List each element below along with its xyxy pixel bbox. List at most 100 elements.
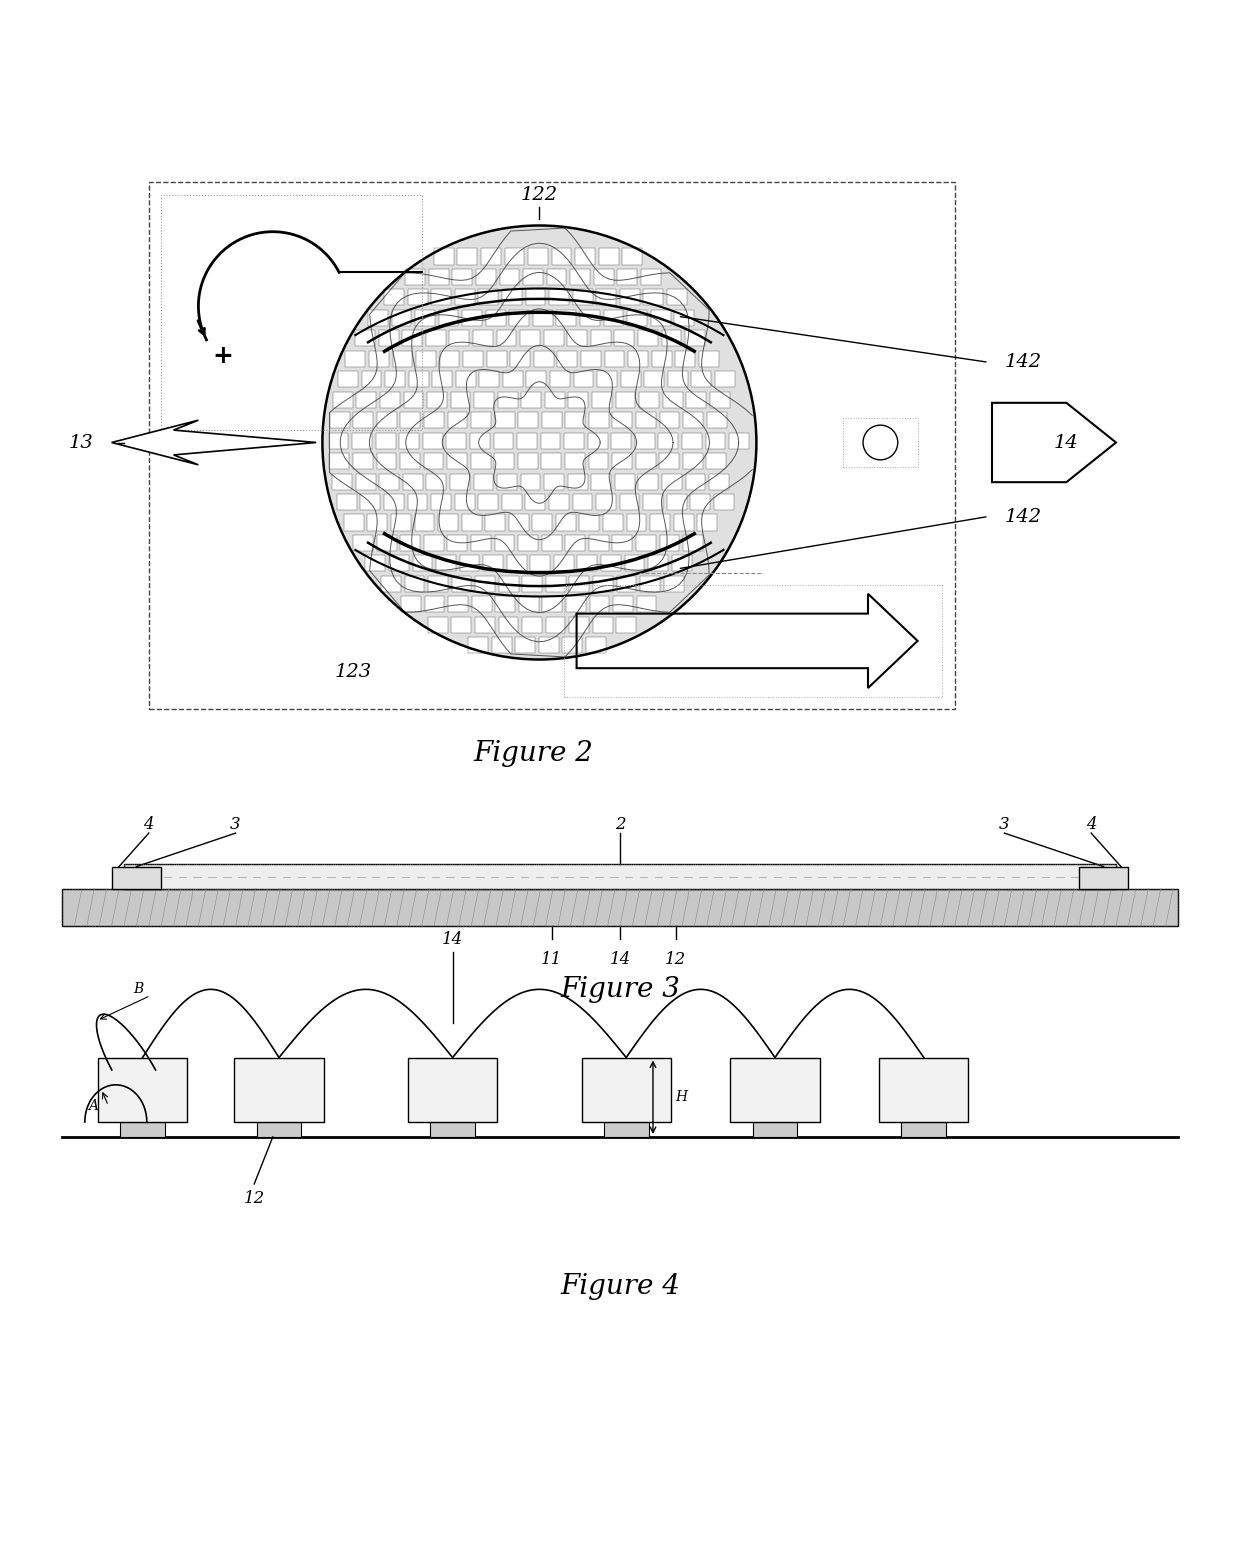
Text: 14: 14 (1054, 434, 1079, 451)
Bar (510, 310, 529, 326)
Bar (500, 270, 520, 285)
Bar (424, 412, 444, 428)
Bar (460, 555, 480, 572)
Bar (672, 555, 692, 572)
Bar (627, 310, 647, 326)
Bar (523, 270, 543, 285)
Bar (425, 331, 445, 346)
Bar (574, 371, 594, 387)
Bar (479, 290, 498, 306)
Bar (729, 432, 749, 448)
Bar (644, 494, 663, 511)
Bar (564, 432, 584, 448)
Bar (517, 432, 537, 448)
Polygon shape (62, 888, 1178, 926)
Bar (661, 331, 681, 346)
Bar (393, 351, 413, 367)
Bar (521, 473, 541, 489)
Bar (526, 494, 546, 511)
Bar (353, 534, 373, 552)
Bar (645, 371, 665, 387)
Bar (542, 453, 562, 469)
Bar (518, 453, 538, 469)
Bar (707, 453, 727, 469)
Bar (686, 473, 706, 489)
Bar (520, 331, 539, 346)
Bar (362, 371, 382, 387)
Bar (542, 597, 562, 613)
Bar (377, 534, 397, 552)
Bar (549, 494, 569, 511)
Polygon shape (257, 1122, 301, 1138)
Bar (377, 412, 397, 428)
Bar (660, 412, 680, 428)
Bar (588, 432, 608, 448)
Bar (377, 453, 397, 469)
Bar (455, 494, 475, 511)
Bar (355, 331, 374, 346)
Bar (495, 534, 515, 552)
Bar (544, 473, 564, 489)
Bar (376, 432, 396, 448)
Bar (528, 249, 548, 265)
Bar (432, 290, 451, 306)
Text: 123: 123 (335, 663, 372, 682)
Text: 3: 3 (231, 816, 241, 834)
Bar (450, 392, 470, 407)
Bar (706, 432, 725, 448)
Bar (381, 575, 401, 592)
Bar (613, 453, 632, 469)
Bar (403, 473, 423, 489)
Bar (481, 249, 501, 265)
Bar (399, 432, 419, 448)
Bar (636, 412, 656, 428)
Text: 12: 12 (243, 1191, 265, 1208)
Bar (563, 638, 583, 653)
Bar (565, 597, 585, 613)
Bar (329, 432, 348, 448)
Bar (547, 270, 567, 285)
Bar (405, 270, 425, 285)
Bar (391, 514, 410, 531)
Bar (667, 290, 687, 306)
Bar (508, 514, 528, 531)
Polygon shape (112, 420, 316, 465)
Bar (480, 371, 500, 387)
Circle shape (322, 226, 756, 660)
Bar (518, 412, 538, 428)
Bar (392, 310, 412, 326)
Polygon shape (124, 863, 1116, 888)
Bar (691, 494, 711, 511)
Bar (378, 331, 398, 346)
Bar (709, 473, 729, 489)
Bar (408, 494, 428, 511)
Bar (492, 638, 512, 653)
Bar (652, 351, 672, 367)
Bar (546, 617, 565, 633)
Bar (714, 494, 734, 511)
Bar (675, 310, 694, 326)
Bar (699, 351, 719, 367)
Bar (589, 453, 609, 469)
Bar (565, 534, 585, 552)
Bar (475, 575, 495, 592)
Bar (469, 638, 489, 653)
Text: 142: 142 (1004, 353, 1042, 371)
Bar (620, 494, 640, 511)
Bar (427, 473, 446, 489)
Bar (424, 453, 444, 469)
Bar (573, 290, 593, 306)
Polygon shape (120, 1122, 165, 1138)
Bar (487, 351, 507, 367)
Bar (330, 453, 350, 469)
Bar (637, 331, 657, 346)
Bar (613, 412, 632, 428)
Bar (496, 331, 516, 346)
Bar (356, 473, 376, 489)
Bar (476, 270, 496, 285)
Bar (428, 617, 448, 633)
Bar (404, 575, 424, 592)
Bar (414, 514, 434, 531)
Bar (635, 432, 655, 448)
Bar (629, 351, 649, 367)
